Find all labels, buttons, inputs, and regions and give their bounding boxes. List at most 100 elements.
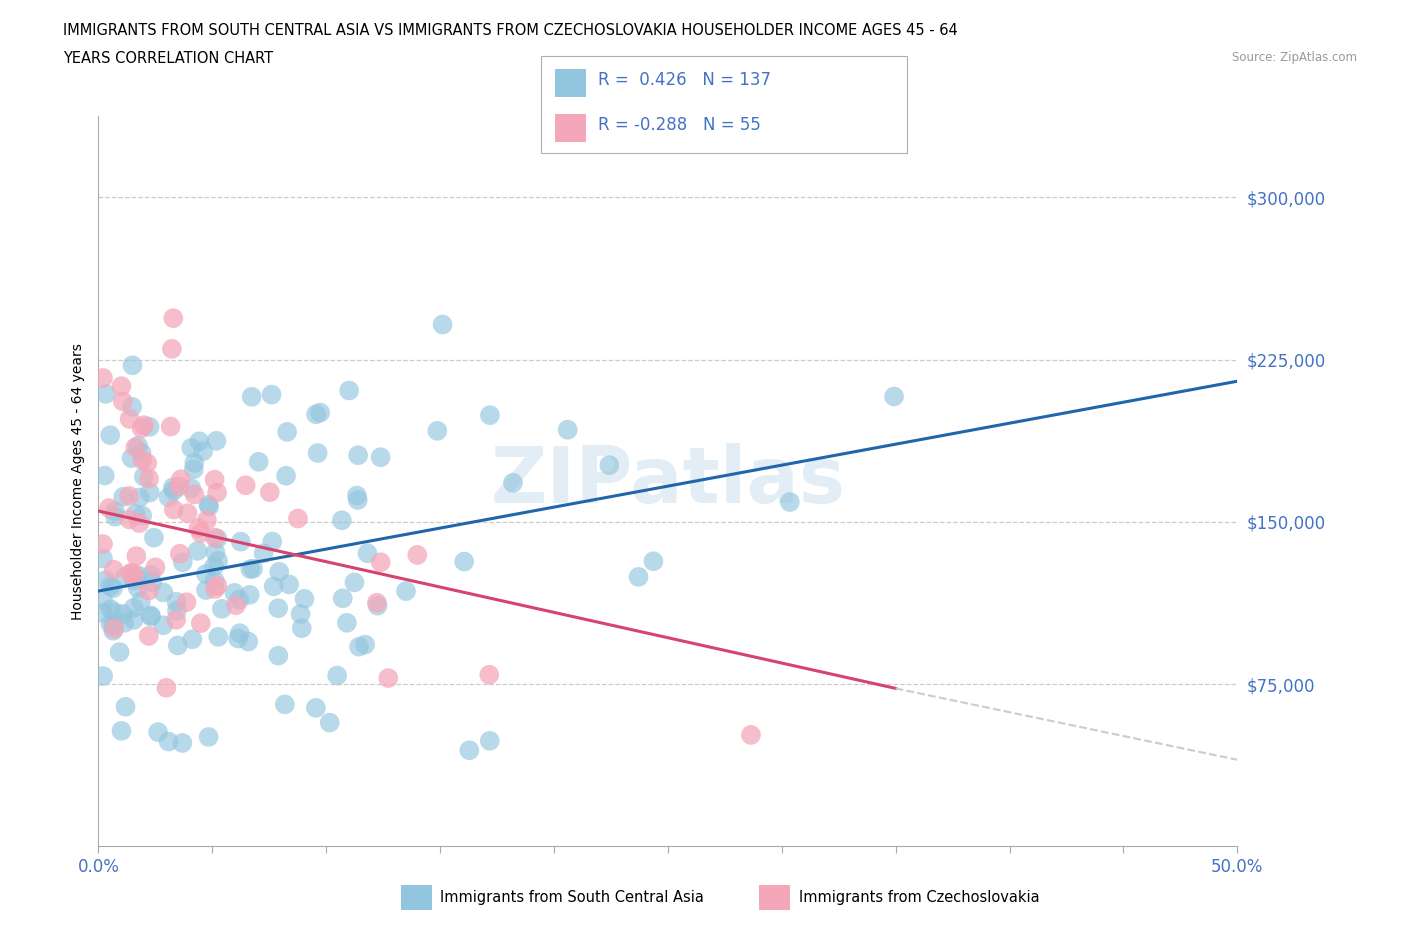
Point bbox=[98, 500, 121, 515]
Point bbox=[197, 729, 219, 744]
Point bbox=[103, 618, 125, 633]
Point bbox=[152, 585, 174, 600]
Point bbox=[101, 581, 124, 596]
Point bbox=[131, 445, 153, 460]
Point bbox=[326, 668, 349, 683]
Point bbox=[343, 575, 366, 590]
Point bbox=[194, 566, 217, 581]
Text: ZIPatlas: ZIPatlas bbox=[491, 444, 845, 519]
Text: R = -0.288   N = 55: R = -0.288 N = 55 bbox=[598, 115, 761, 134]
Point bbox=[370, 450, 392, 465]
Point bbox=[166, 638, 188, 653]
Point bbox=[110, 724, 132, 738]
Point bbox=[204, 574, 226, 589]
Point bbox=[370, 555, 392, 570]
Point bbox=[305, 406, 328, 421]
Point bbox=[278, 577, 301, 591]
Point bbox=[118, 488, 141, 503]
Point bbox=[195, 512, 218, 527]
Point bbox=[112, 616, 135, 631]
Point bbox=[181, 631, 204, 646]
Point bbox=[229, 534, 252, 549]
Text: Immigrants from South Central Asia: Immigrants from South Central Asia bbox=[440, 890, 704, 905]
Point bbox=[138, 583, 160, 598]
Point bbox=[188, 434, 211, 449]
Point bbox=[426, 423, 449, 438]
Point bbox=[239, 588, 262, 603]
Point bbox=[121, 451, 143, 466]
Point bbox=[276, 424, 298, 439]
Point bbox=[187, 521, 209, 536]
Point bbox=[337, 383, 360, 398]
Point bbox=[354, 637, 377, 652]
Point bbox=[346, 488, 368, 503]
Point bbox=[129, 594, 152, 609]
Point bbox=[127, 568, 149, 583]
Point bbox=[93, 468, 115, 483]
Point bbox=[183, 462, 205, 477]
Point bbox=[131, 508, 153, 523]
Point bbox=[291, 620, 314, 635]
Point bbox=[163, 502, 186, 517]
Point bbox=[176, 594, 198, 609]
Point bbox=[167, 479, 190, 494]
Point bbox=[502, 475, 524, 490]
Point bbox=[157, 490, 180, 505]
Point bbox=[205, 433, 228, 448]
Point bbox=[114, 570, 136, 585]
Text: R =  0.426   N = 137: R = 0.426 N = 137 bbox=[598, 71, 770, 88]
Point bbox=[91, 370, 114, 385]
Point bbox=[305, 700, 328, 715]
Point bbox=[170, 472, 193, 486]
Point bbox=[406, 548, 429, 563]
Point bbox=[139, 609, 162, 624]
Point bbox=[120, 565, 142, 580]
Point bbox=[240, 390, 263, 405]
Point bbox=[204, 472, 226, 487]
Y-axis label: Householder Income Ages 45 - 64 years: Householder Income Ages 45 - 64 years bbox=[70, 343, 84, 619]
Point bbox=[226, 631, 249, 646]
Point bbox=[121, 399, 143, 414]
Point bbox=[740, 727, 762, 742]
Point bbox=[166, 594, 188, 609]
Point bbox=[104, 604, 127, 619]
Point bbox=[307, 445, 329, 460]
Point bbox=[287, 512, 309, 526]
Point bbox=[432, 317, 454, 332]
Point bbox=[883, 389, 905, 404]
Point bbox=[128, 515, 150, 530]
Point bbox=[557, 422, 579, 437]
Point bbox=[197, 498, 219, 512]
Point bbox=[309, 405, 332, 420]
Point bbox=[94, 387, 117, 402]
Point bbox=[366, 595, 388, 610]
Point bbox=[142, 530, 165, 545]
Point bbox=[395, 584, 418, 599]
Point bbox=[207, 553, 229, 568]
Point bbox=[138, 629, 160, 644]
Point bbox=[330, 512, 353, 527]
Point bbox=[172, 736, 194, 751]
Point bbox=[274, 469, 297, 484]
Point bbox=[332, 591, 354, 605]
Point bbox=[180, 441, 202, 456]
Point bbox=[139, 608, 162, 623]
Point bbox=[229, 626, 252, 641]
Point bbox=[152, 618, 174, 632]
Point bbox=[238, 634, 260, 649]
Point bbox=[478, 734, 501, 749]
Point bbox=[191, 444, 214, 458]
Point bbox=[228, 592, 250, 607]
Point bbox=[112, 489, 135, 504]
Point bbox=[336, 616, 359, 631]
Point bbox=[187, 543, 209, 558]
Point bbox=[176, 506, 198, 521]
Point bbox=[242, 561, 264, 576]
Point bbox=[127, 438, 149, 453]
Point bbox=[274, 697, 297, 711]
Point bbox=[165, 612, 187, 627]
Point bbox=[145, 560, 167, 575]
Point bbox=[347, 447, 370, 462]
Point bbox=[104, 510, 127, 525]
Point bbox=[98, 428, 121, 443]
